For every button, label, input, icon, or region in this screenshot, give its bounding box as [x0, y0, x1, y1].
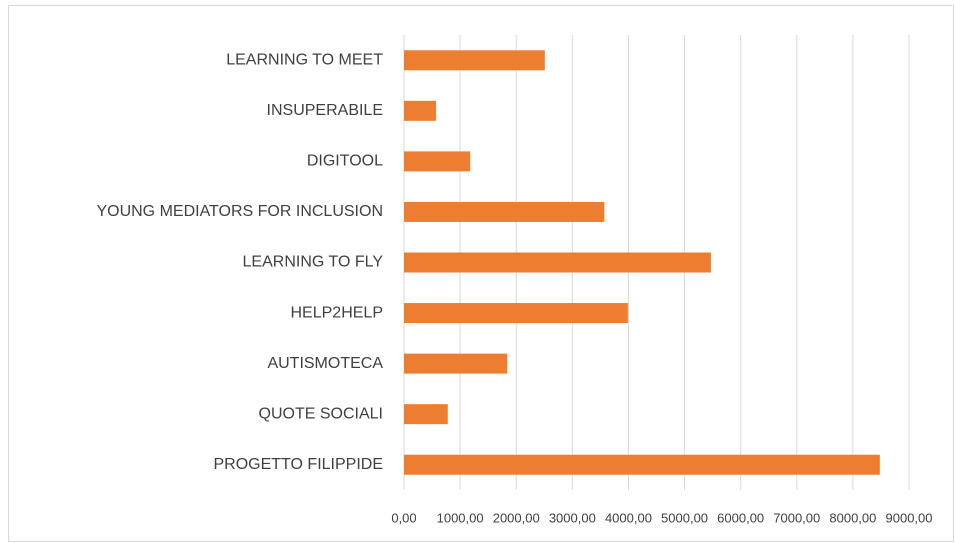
x-tick-label: 7000,00	[773, 510, 820, 525]
x-tick-label: 4000,00	[605, 510, 652, 525]
x-tick-label: 1000,00	[437, 510, 484, 525]
chart-border	[8, 5, 954, 542]
bar	[404, 201, 605, 222]
bar	[404, 404, 448, 425]
y-tick-label: DIGITOOL	[307, 153, 383, 170]
x-tick-label: 5000,00	[661, 510, 708, 525]
y-tick-label: INSUPERABILE	[267, 102, 383, 119]
y-tick-label: YOUNG MEDIATORS FOR INCLUSION	[96, 203, 383, 220]
bar	[404, 151, 471, 172]
y-tick-label: AUTISMOTECA	[267, 355, 383, 372]
x-tick-label: 0,00	[391, 510, 416, 525]
x-tick-label: 9000,00	[886, 510, 933, 525]
x-tick-label: 3000,00	[549, 510, 596, 525]
bar	[404, 50, 545, 71]
y-tick-label: QUOTE SOCIALI	[259, 405, 383, 422]
bar	[404, 303, 628, 324]
x-tick-label: 2000,00	[493, 510, 540, 525]
bar	[404, 252, 711, 273]
bar	[404, 100, 436, 121]
y-tick-label: HELP2HELP	[291, 304, 384, 321]
y-tick-label: PROGETTO FILIPPIDE	[213, 456, 383, 473]
x-tick-label: 8000,00	[829, 510, 876, 525]
bar	[404, 454, 880, 475]
y-tick-label: LEARNING TO MEET	[226, 51, 383, 68]
bar	[404, 353, 508, 374]
y-tick-label: LEARNING TO FLY	[243, 254, 384, 271]
x-tick-label: 6000,00	[717, 510, 764, 525]
